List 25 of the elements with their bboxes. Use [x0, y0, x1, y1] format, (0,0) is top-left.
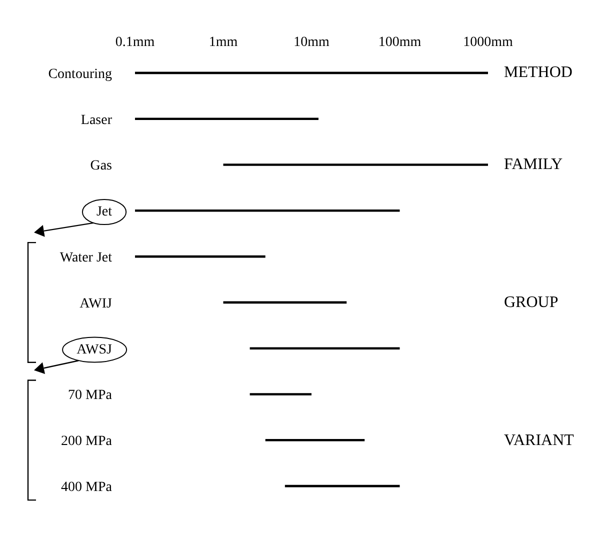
- y-tick-label: 200 MPa: [61, 434, 113, 450]
- bar: [223, 164, 488, 166]
- text: GROUP: [504, 294, 558, 311]
- y-tick-label: Gas: [90, 158, 112, 174]
- y-tick-label: 400 MPa: [61, 480, 113, 495]
- x-tick-label: 0.1mm: [115, 35, 155, 50]
- y-tick-label: Laser: [80, 112, 112, 128]
- y-tick-label: 70 MPa: [68, 388, 113, 404]
- x-tick-label: 100mm: [378, 35, 422, 50]
- y-tick-label: AWSJ: [76, 342, 113, 358]
- bar: [135, 118, 318, 120]
- bar: [135, 210, 400, 212]
- x-tick-label: 1000mm: [463, 35, 513, 50]
- y-tick-label: Contouring: [48, 66, 112, 82]
- x-tick-label: 1mm: [208, 35, 238, 50]
- x-tick-label: 10mm: [294, 35, 330, 50]
- text: VARIANT: [504, 432, 574, 449]
- bar: [265, 439, 365, 442]
- bar: [250, 393, 312, 396]
- bar: [250, 347, 400, 350]
- text: METHOD: [504, 64, 572, 81]
- y-tick-label: Jet: [96, 204, 112, 220]
- y-tick-label: Water Jet: [60, 250, 112, 266]
- y-tick-label: AWIJ: [80, 296, 113, 312]
- text: FAMILY: [504, 156, 563, 173]
